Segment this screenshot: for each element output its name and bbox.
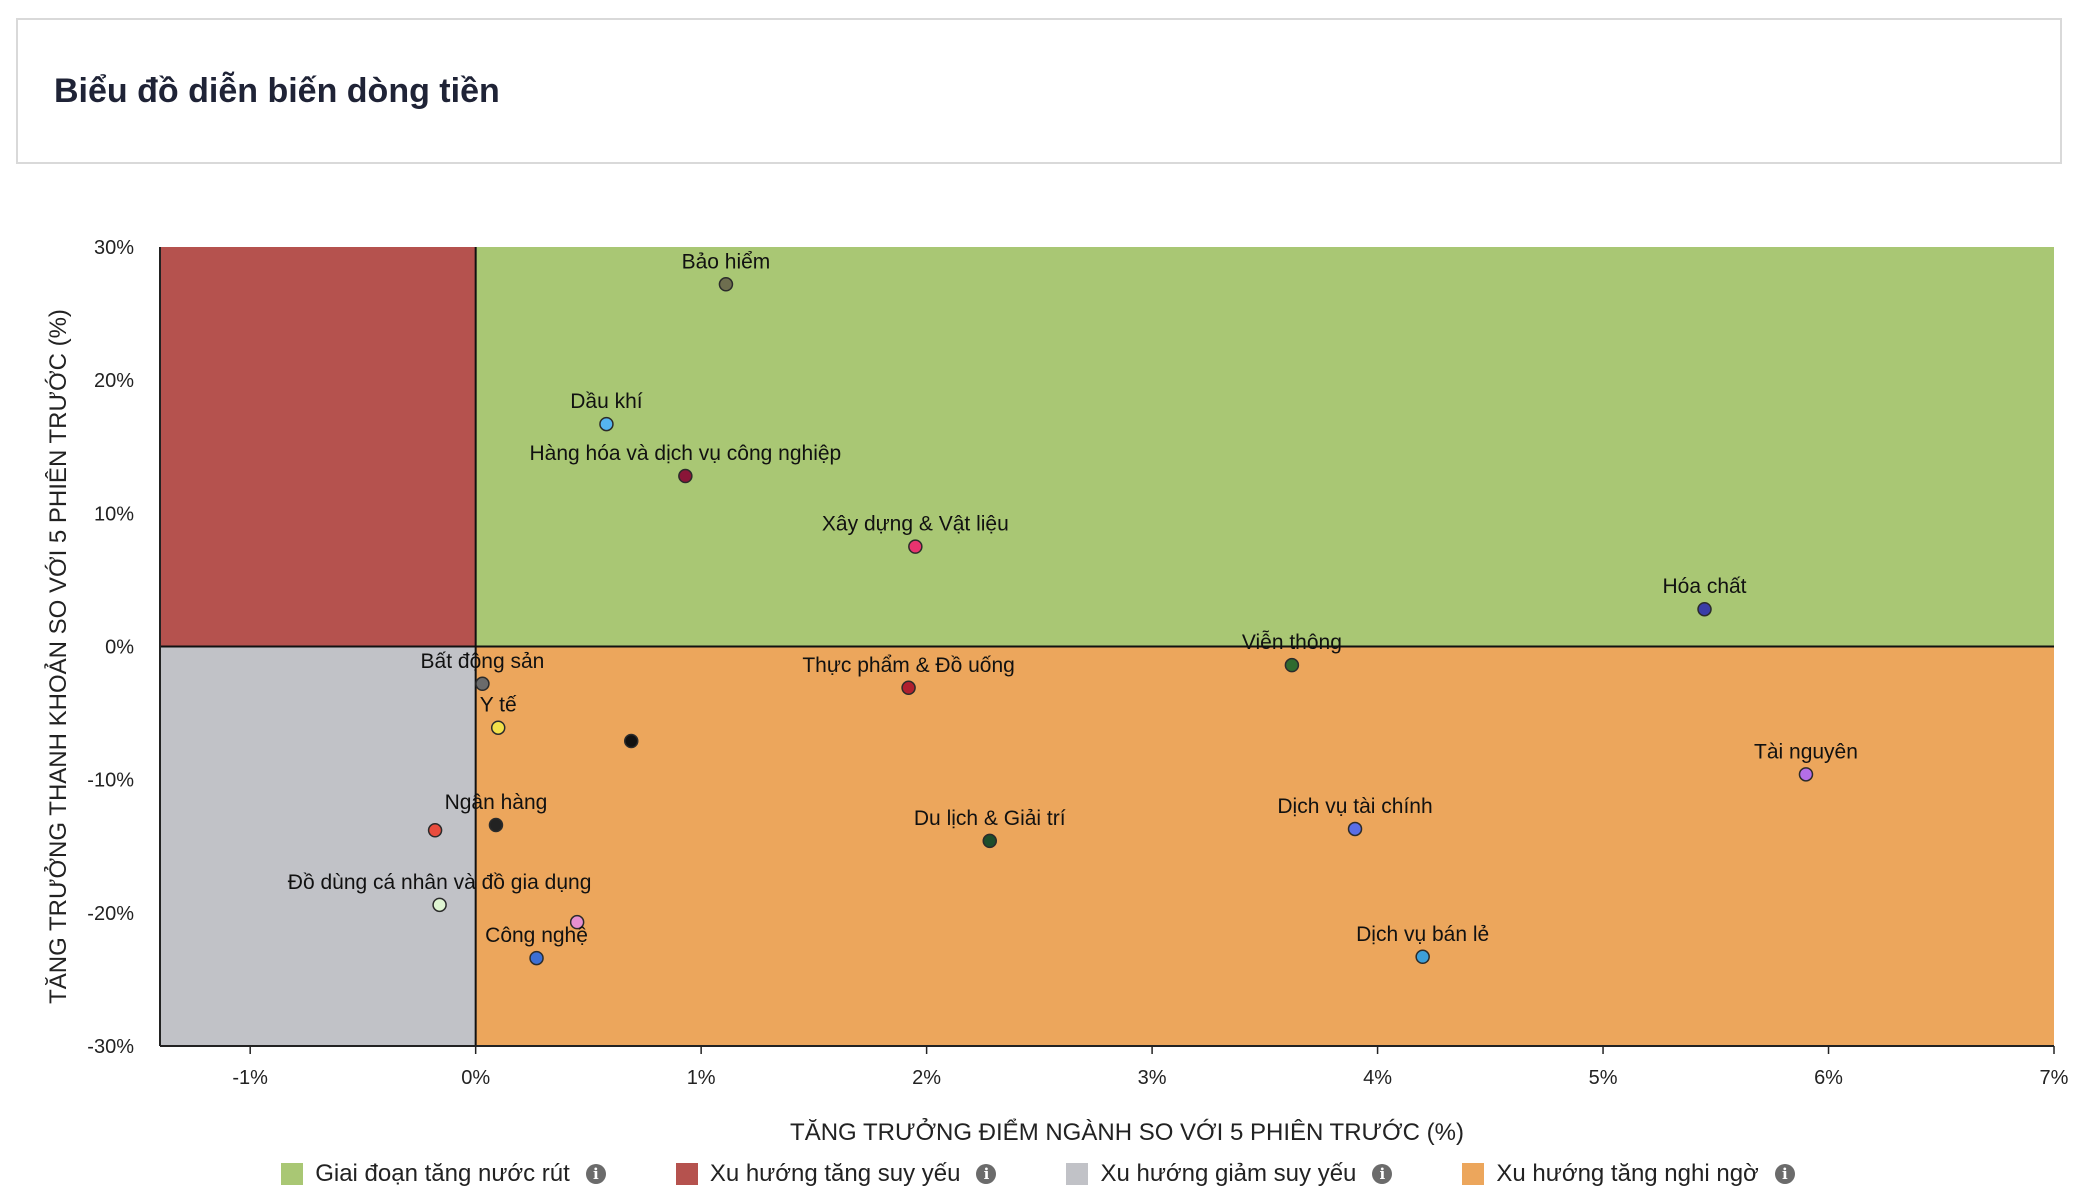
x-axis-title: TĂNG TRƯỞNG ĐIỂM NGÀNH SO VỚI 5 PHIÊN TR… — [790, 1117, 1464, 1146]
point-label-bao-hiem: Bảo hiểm — [682, 250, 771, 273]
point-label-dau-khi: Dầu khí — [570, 390, 643, 413]
point-label-vien-thong: Viễn thông — [1242, 631, 1342, 654]
x-tick-label: 1% — [687, 1067, 716, 1089]
legend: Giai đoạn tăng nước rút i Xu hướng tăng … — [0, 1160, 2076, 1188]
point-unlabeled[interactable] — [623, 733, 639, 749]
legend-item-giai-doan-tang-nuoc-rut[interactable]: Giai đoạn tăng nước rút i — [281, 1160, 606, 1188]
y-tick-label: 10% — [94, 503, 134, 525]
quadrant-xu-huong-tang-nghi-ngo — [475, 646, 2055, 1046]
point-hoa-chat[interactable] — [1697, 601, 1712, 617]
axis-layer: -1% 0% 1% 2% 3% 4% 5% 6% 7% 30% 20% 10% 0% -10% -20% -3… — [87, 237, 2068, 1089]
point-label-bat-dong-san: Bất động sản — [421, 650, 545, 673]
point-unlabeled[interactable] — [569, 914, 585, 930]
point-dich-vu-tai-chinh[interactable] — [1347, 821, 1363, 837]
legend-swatch — [1462, 1163, 1485, 1185]
x-tick-label: 3% — [1138, 1067, 1167, 1089]
y-tick-label: 30% — [94, 237, 134, 259]
point-dich-vu-ban-le[interactable] — [1415, 949, 1430, 965]
y-tick-label: -10% — [87, 770, 134, 792]
point-label-du-lich-giai-tri: Du lịch & Giải trí — [914, 807, 1066, 830]
point-cong-nghe[interactable] — [529, 950, 544, 966]
legend-item-xu-huong-giam-suy-yeu[interactable]: Xu hướng giảm suy yếu i — [1066, 1160, 1393, 1188]
legend-item-xu-huong-tang-suy-yeu[interactable]: Xu hướng tăng suy yếu i — [675, 1160, 997, 1188]
quadrant-layer — [160, 247, 2055, 1046]
legend-label: Giai đoạn tăng nước rút — [315, 1160, 570, 1187]
x-tick-label: 5% — [1589, 1067, 1618, 1089]
point-label-y-te: Y tế — [480, 694, 517, 717]
point-do-dung-ca-nhan-va-do-gia-dung[interactable] — [432, 897, 447, 913]
x-tick-label: 0% — [461, 1067, 490, 1089]
legend-swatch — [281, 1163, 304, 1185]
point-label-hoa-chat: Hóa chất — [1662, 575, 1746, 598]
chart-title: Biểu đồ diễn biến dòng tiền — [54, 72, 500, 110]
info-icon[interactable]: i — [585, 1164, 606, 1184]
info-icon[interactable]: i — [1774, 1164, 1795, 1184]
point-vien-thong[interactable] — [1284, 657, 1300, 673]
y-axis-title: TĂNG TRƯỞNG THANH KHOẢN SO VỚI 5 PHIÊN T… — [43, 309, 72, 1004]
point-bao-hiem[interactable] — [718, 277, 734, 292]
point-xay-dung-vat-lieu[interactable] — [908, 539, 923, 554]
legend-label: Xu hướng tăng suy yếu — [709, 1160, 961, 1187]
point-dau-khi[interactable] — [599, 416, 614, 432]
point-label-hang-hoa-va-dich-vu-cong-nghiep: Hàng hóa và dịch vụ công nghiệp — [529, 442, 841, 465]
x-tick-label: 7% — [2040, 1067, 2069, 1089]
point-unlabeled[interactable] — [427, 823, 443, 838]
point-label-dich-vu-ban-le: Dịch vụ bán lẻ — [1356, 923, 1489, 946]
info-icon[interactable]: i — [976, 1164, 997, 1184]
legend-swatch — [675, 1163, 698, 1185]
x-tick-label: 4% — [1363, 1067, 1392, 1089]
point-bat-dong-san[interactable] — [475, 676, 490, 692]
legend-label: Xu hướng tăng nghi ngờ — [1496, 1160, 1759, 1187]
legend-label: Xu hướng giảm suy yếu — [1100, 1160, 1357, 1187]
chart-title-card: Biểu đồ diễn biến dòng tiền — [16, 18, 2062, 164]
point-label-cong-nghe: Công nghệ — [485, 924, 588, 947]
point-label-ngan-hang: Ngân hàng — [445, 791, 548, 814]
point-du-lich-giai-tri[interactable] — [982, 833, 998, 849]
x-tick-label: 2% — [912, 1067, 941, 1089]
point-ngan-hang[interactable] — [488, 817, 504, 833]
point-layer: Bảo hiểm Dầu khí Hàng hóa và dịch vụ công … — [288, 250, 1858, 966]
quadrant-giai-doan-tang-nuoc-rut — [475, 247, 2055, 647]
y-tick-label: -30% — [87, 1036, 134, 1058]
quadrant-xu-huong-giam-suy-yeu — [160, 646, 476, 1046]
point-label-tai-nguyen: Tài nguyên — [1754, 740, 1858, 763]
point-thuc-pham-do-uong[interactable] — [901, 680, 916, 696]
point-tai-nguyen[interactable] — [1798, 767, 1814, 782]
y-tick-label: -20% — [87, 903, 134, 925]
point-y-te[interactable] — [490, 720, 506, 735]
legend-swatch — [1066, 1163, 1089, 1185]
y-tick-label: 0% — [105, 637, 134, 659]
point-label-thuc-pham-do-uong: Thực phẩm & Đồ uống — [802, 654, 1015, 677]
point-label-dich-vu-tai-chinh: Dịch vụ tài chính — [1277, 795, 1432, 818]
point-label-do-dung-ca-nhan-va-do-gia-dung: Đồ dùng cá nhân và đồ gia dụng — [288, 871, 592, 894]
y-tick-label: 20% — [94, 370, 134, 392]
point-label-xay-dung-vat-lieu: Xây dựng & Vật liệu — [822, 513, 1009, 536]
x-tick-label: 6% — [1814, 1067, 1843, 1089]
x-tick-label: -1% — [232, 1067, 268, 1089]
legend-item-xu-huong-tang-nghi-ngo[interactable]: Xu hướng tăng nghi ngờ i — [1462, 1160, 1795, 1188]
quadrant-xu-huong-tang-suy-yeu — [160, 247, 476, 647]
info-icon[interactable]: i — [1372, 1164, 1393, 1184]
point-hang-hoa-va-dich-vu-cong-nghiep[interactable] — [678, 468, 693, 484]
